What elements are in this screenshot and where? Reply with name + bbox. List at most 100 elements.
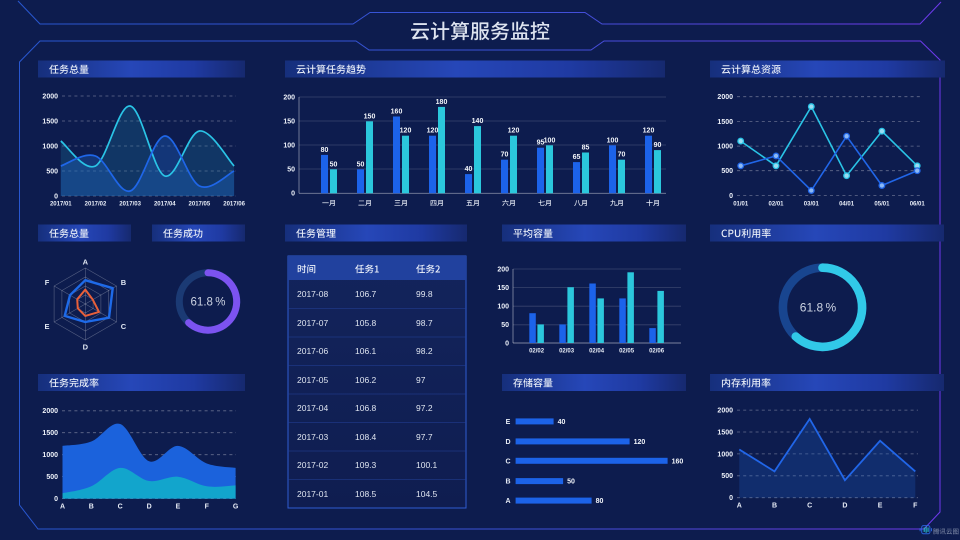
svg-text:70: 70 (501, 152, 509, 159)
svg-text:A: A (83, 258, 89, 267)
svg-text:2017/01: 2017/01 (50, 202, 72, 208)
svg-text:120: 120 (508, 128, 520, 135)
svg-text:2017-03: 2017-03 (297, 432, 328, 442)
svg-text:02/01: 02/01 (768, 202, 784, 208)
svg-text:1500: 1500 (717, 429, 733, 436)
svg-text:2000: 2000 (717, 94, 733, 101)
svg-text:50: 50 (501, 322, 509, 329)
svg-text:65: 65 (573, 154, 581, 161)
svg-text:1000: 1000 (717, 451, 733, 458)
svg-text:90: 90 (654, 142, 662, 149)
svg-text:02/06: 02/06 (649, 349, 665, 355)
svg-text:98.2: 98.2 (416, 346, 433, 356)
svg-text:95: 95 (537, 140, 545, 147)
svg-text:100: 100 (544, 137, 556, 144)
svg-text:100: 100 (607, 137, 619, 144)
svg-text:40: 40 (558, 419, 566, 426)
svg-text:50: 50 (287, 166, 295, 173)
svg-text:2017-07: 2017-07 (297, 318, 328, 328)
svg-text:50: 50 (330, 161, 338, 168)
svg-text:2017-04: 2017-04 (297, 403, 328, 413)
svg-text:108.5: 108.5 (355, 489, 377, 499)
svg-text:1500: 1500 (42, 118, 58, 125)
svg-text:02/02: 02/02 (529, 349, 545, 355)
svg-text:500: 500 (721, 473, 733, 480)
svg-text:02/03: 02/03 (559, 349, 575, 355)
svg-text:A: A (60, 504, 65, 511)
svg-text:E: E (176, 504, 181, 511)
svg-text:05/01: 05/01 (874, 202, 890, 208)
svg-text:98.7: 98.7 (416, 318, 433, 328)
svg-text:2017/03: 2017/03 (119, 202, 141, 208)
svg-text:D: D (147, 504, 152, 511)
svg-text:2017-05: 2017-05 (297, 375, 328, 385)
svg-text:03/01: 03/01 (804, 202, 820, 208)
svg-text:106.1: 106.1 (355, 346, 377, 356)
svg-text:G: G (233, 504, 239, 511)
svg-text:80: 80 (321, 147, 329, 154)
svg-text:106.8: 106.8 (355, 403, 377, 413)
svg-text:2017/05: 2017/05 (189, 202, 211, 208)
svg-text:2017/06: 2017/06 (223, 202, 245, 208)
svg-text:01/01: 01/01 (733, 202, 749, 208)
svg-text:200: 200 (497, 266, 509, 273)
svg-text:F: F (205, 504, 210, 511)
svg-text:180: 180 (436, 99, 448, 106)
svg-text:160: 160 (391, 109, 403, 116)
svg-text:2017/02: 2017/02 (85, 202, 107, 208)
svg-text:0: 0 (54, 496, 58, 503)
svg-text:70: 70 (618, 152, 626, 159)
svg-text:D: D (83, 343, 89, 352)
svg-text:0: 0 (729, 193, 733, 200)
svg-text:F: F (45, 278, 50, 287)
svg-text:160: 160 (672, 458, 684, 465)
svg-text:97: 97 (416, 375, 426, 385)
svg-text:B: B (89, 504, 94, 511)
svg-text:C: C (121, 322, 127, 331)
svg-text:B: B (772, 503, 777, 510)
svg-text:97.2: 97.2 (416, 403, 433, 413)
svg-text:0: 0 (54, 193, 58, 200)
svg-text:A: A (505, 498, 510, 505)
svg-text:0: 0 (505, 340, 509, 347)
svg-text:1500: 1500 (42, 430, 58, 437)
svg-text:140: 140 (472, 118, 484, 125)
svg-text:1000: 1000 (42, 452, 58, 459)
svg-text:200: 200 (283, 94, 295, 101)
svg-text:500: 500 (721, 168, 733, 175)
svg-text:80: 80 (596, 498, 604, 505)
svg-text:E: E (506, 419, 511, 426)
svg-text:E: E (878, 503, 883, 510)
svg-text:50: 50 (357, 161, 365, 168)
svg-text:E: E (44, 322, 49, 331)
svg-text:61.8 %: 61.8 % (191, 297, 226, 309)
svg-text:97.7: 97.7 (416, 432, 433, 442)
svg-text:2017/04: 2017/04 (154, 202, 176, 208)
svg-text:150: 150 (497, 285, 509, 292)
svg-text:2000: 2000 (717, 408, 733, 415)
svg-text:40: 40 (465, 166, 473, 173)
svg-text:1500: 1500 (717, 119, 733, 126)
svg-text:2000: 2000 (42, 408, 58, 415)
svg-text:0: 0 (729, 495, 733, 502)
svg-text:100: 100 (497, 304, 509, 311)
svg-text:04/01: 04/01 (839, 202, 855, 208)
svg-text:B: B (505, 479, 510, 486)
svg-text:02/05: 02/05 (619, 349, 635, 355)
svg-text:C: C (505, 458, 510, 465)
svg-text:500: 500 (46, 168, 58, 175)
svg-text:500: 500 (46, 474, 58, 481)
svg-text:D: D (842, 503, 847, 510)
svg-text:120: 120 (427, 128, 439, 135)
svg-text:1000: 1000 (42, 143, 58, 150)
svg-text:120: 120 (400, 128, 412, 135)
svg-text:2000: 2000 (42, 93, 58, 100)
svg-text:D: D (505, 439, 510, 446)
svg-text:61.8 %: 61.8 % (800, 301, 837, 315)
svg-text:C: C (118, 504, 123, 511)
svg-text:1000: 1000 (717, 144, 733, 151)
svg-text:100.1: 100.1 (416, 460, 438, 470)
svg-text:06/01: 06/01 (910, 202, 926, 208)
svg-text:105.8: 105.8 (355, 318, 377, 328)
svg-text:150: 150 (283, 118, 295, 125)
